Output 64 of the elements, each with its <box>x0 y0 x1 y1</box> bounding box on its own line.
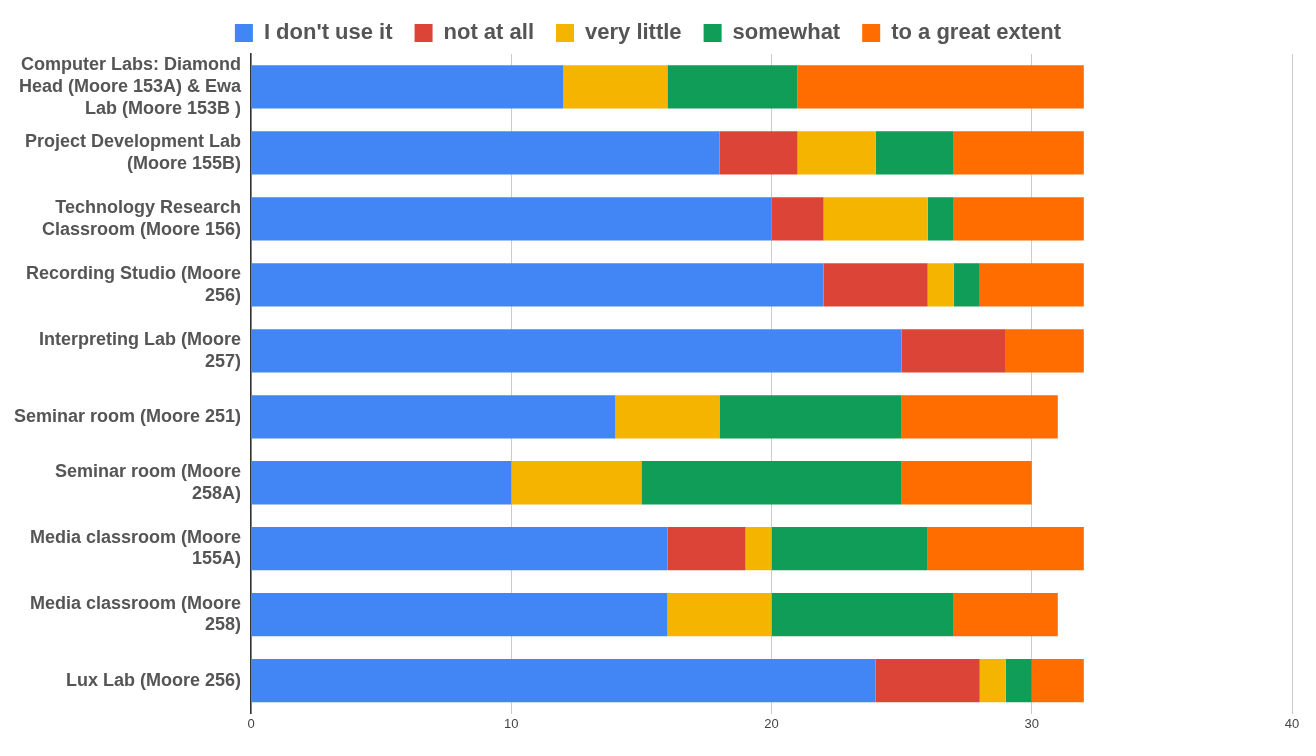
y-tick-label: Seminar room (Moore 258A) <box>55 460 242 503</box>
bar <box>927 263 954 307</box>
y-tick-label: Recording Studio (Moore 256) <box>26 263 242 305</box>
bar <box>667 65 798 109</box>
bar <box>251 263 824 307</box>
bar <box>251 658 876 703</box>
bar <box>1005 329 1084 373</box>
bar <box>927 197 954 241</box>
bar <box>875 658 980 703</box>
bar <box>563 65 668 109</box>
y-tick-label: Interpreting Lab (Moore 257) <box>39 328 242 371</box>
bar <box>719 131 798 175</box>
bar <box>251 131 720 175</box>
bar <box>901 461 1032 505</box>
bar <box>823 197 928 241</box>
x-tick-label: 20 <box>764 715 779 731</box>
bar <box>1005 658 1032 703</box>
bar <box>953 593 1058 637</box>
bar <box>901 329 1006 373</box>
bar <box>251 197 772 241</box>
x-tick-label: 10 <box>504 715 519 731</box>
bar <box>979 263 1084 307</box>
bar <box>251 527 668 571</box>
y-tick-label: Project Development Lab (Moore 155B) <box>24 131 242 173</box>
legend-label: very little <box>585 19 682 45</box>
legend-label: somewhat <box>732 19 841 45</box>
bar <box>797 65 1084 109</box>
x-tick-label: 30 <box>1024 715 1039 731</box>
y-tick-label: Computer Labs: Diamond Head (Moore 153A) & Ewa Lab (Moore 153B ) <box>18 54 243 118</box>
legend-label: not at all <box>443 19 534 45</box>
y-tick-label: Lux Lab (Moore 256) <box>66 669 242 690</box>
x-tick-label: 0 <box>247 715 255 731</box>
bar <box>771 593 954 637</box>
bar <box>953 197 1084 241</box>
bar <box>251 593 668 637</box>
x-tick-label: 40 <box>1284 715 1300 731</box>
y-tick-label: Media classroom (Moore 155A) <box>29 526 242 569</box>
legend-label: I don't use it <box>263 19 394 45</box>
bar <box>719 395 902 439</box>
bar <box>511 461 642 505</box>
y-tick-label: Technology Research Classroom (Moore 156) <box>41 197 242 239</box>
bar <box>953 263 980 307</box>
bar <box>251 461 512 505</box>
bar <box>745 527 772 571</box>
bar <box>667 527 746 571</box>
bar <box>901 395 1058 439</box>
bar <box>927 527 1084 571</box>
bar <box>667 593 772 637</box>
bar <box>823 263 928 307</box>
bar <box>251 65 564 109</box>
bar <box>251 395 616 439</box>
legend-label: to a great extent <box>891 19 1062 45</box>
y-tick-label: Media classroom (Moore 258) <box>29 592 242 635</box>
y-tick-label: Seminar room (Moore 251) <box>13 405 242 426</box>
bar <box>875 131 954 175</box>
bar <box>641 461 902 505</box>
bar <box>771 197 824 241</box>
bar <box>953 131 1084 175</box>
bar <box>251 329 902 373</box>
bar <box>797 131 876 175</box>
bar <box>979 658 1006 703</box>
bar <box>615 395 720 439</box>
bar <box>771 527 928 571</box>
bar <box>1031 658 1084 703</box>
